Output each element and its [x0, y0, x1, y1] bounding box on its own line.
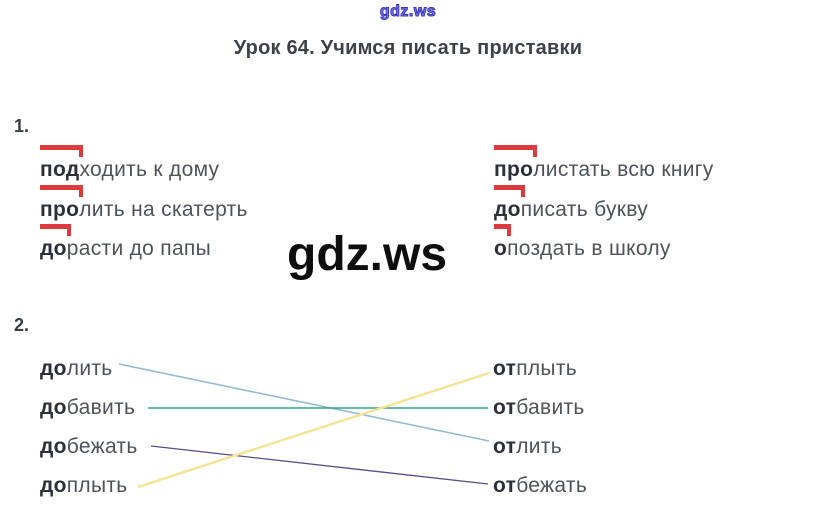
word-prefix: до — [494, 198, 521, 221]
ex1-word-prolit: пролить на скатерть — [40, 185, 248, 221]
word-prefix: от — [493, 435, 517, 458]
word-rest: ходить к дому — [79, 158, 220, 181]
word-prefix: до — [40, 435, 67, 458]
word-rest: бавить — [516, 396, 585, 419]
word-prefix: от — [493, 474, 517, 497]
site-watermark-center: gdz.ws — [287, 228, 448, 281]
word-prefix: про — [494, 158, 534, 181]
ex1-word-podhodit: подходить к дому — [40, 145, 220, 181]
word-rest: поздать в школу — [507, 237, 671, 260]
word-prefix: от — [493, 357, 517, 380]
ex2-word-dobavit: добавить — [40, 397, 135, 419]
word-rest: лить — [516, 435, 562, 458]
word-prefix: до — [40, 396, 67, 419]
match-line-doplyt-otplyt — [137, 371, 490, 489]
word-rest: бежать — [66, 435, 138, 458]
word-rest: писать букву — [520, 198, 649, 221]
match-line-dolit-otlit — [118, 363, 490, 442]
word-rest: бавить — [66, 396, 136, 419]
ex1-word-dorasti: дорасти до папы — [40, 224, 211, 260]
word-rest: бежать — [516, 474, 588, 497]
word-prefix: про — [40, 198, 80, 221]
word-rest: лить — [66, 357, 113, 380]
word-rest: расти до папы — [66, 237, 211, 260]
match-line-dobezhat-otbezhat — [150, 445, 489, 485]
word-prefix: о — [494, 237, 508, 260]
exercise2-number: 2. — [14, 315, 30, 335]
ex2-word-otbezhat: отбежать — [493, 475, 587, 497]
ex2-word-otlit: отлить — [493, 436, 562, 458]
word-rest: плыть — [516, 357, 577, 380]
ex2-word-otbavit: отбавить — [493, 397, 585, 419]
word-prefix: до — [40, 474, 67, 497]
prefix-bracket-icon — [40, 145, 84, 157]
word-rest: плыть — [66, 474, 128, 497]
exercise1-number: 1. — [14, 116, 30, 136]
word-rest: лить на скатерть — [79, 198, 248, 221]
prefix-bracket-icon — [494, 224, 512, 236]
site-watermark-top: gdz.ws — [379, 3, 437, 21]
word-rest: листать всю книгу — [533, 158, 714, 181]
word-prefix: от — [493, 396, 517, 419]
page-title: Урок 64. Учимся писать приставки — [233, 37, 583, 59]
prefix-bracket-icon — [494, 145, 538, 157]
ex2-word-otplyt: отплыть — [493, 358, 577, 380]
prefix-bracket-icon — [40, 224, 71, 236]
ex2-word-dobezhat: добежать — [40, 436, 138, 458]
ex2-word-dolit: долить — [40, 358, 113, 380]
ex2-word-doplyt: доплыть — [40, 475, 128, 497]
prefix-bracket-icon — [494, 185, 525, 197]
ex1-word-dopisat: дописать букву — [494, 185, 649, 221]
ex1-word-prolistat: пролистать всю книгу — [494, 145, 714, 181]
ex1-word-opozdat: опоздать в школу — [494, 224, 671, 260]
prefix-bracket-icon — [40, 185, 84, 197]
word-prefix: до — [40, 357, 67, 380]
word-prefix: под — [40, 158, 80, 181]
word-prefix: до — [40, 237, 67, 260]
